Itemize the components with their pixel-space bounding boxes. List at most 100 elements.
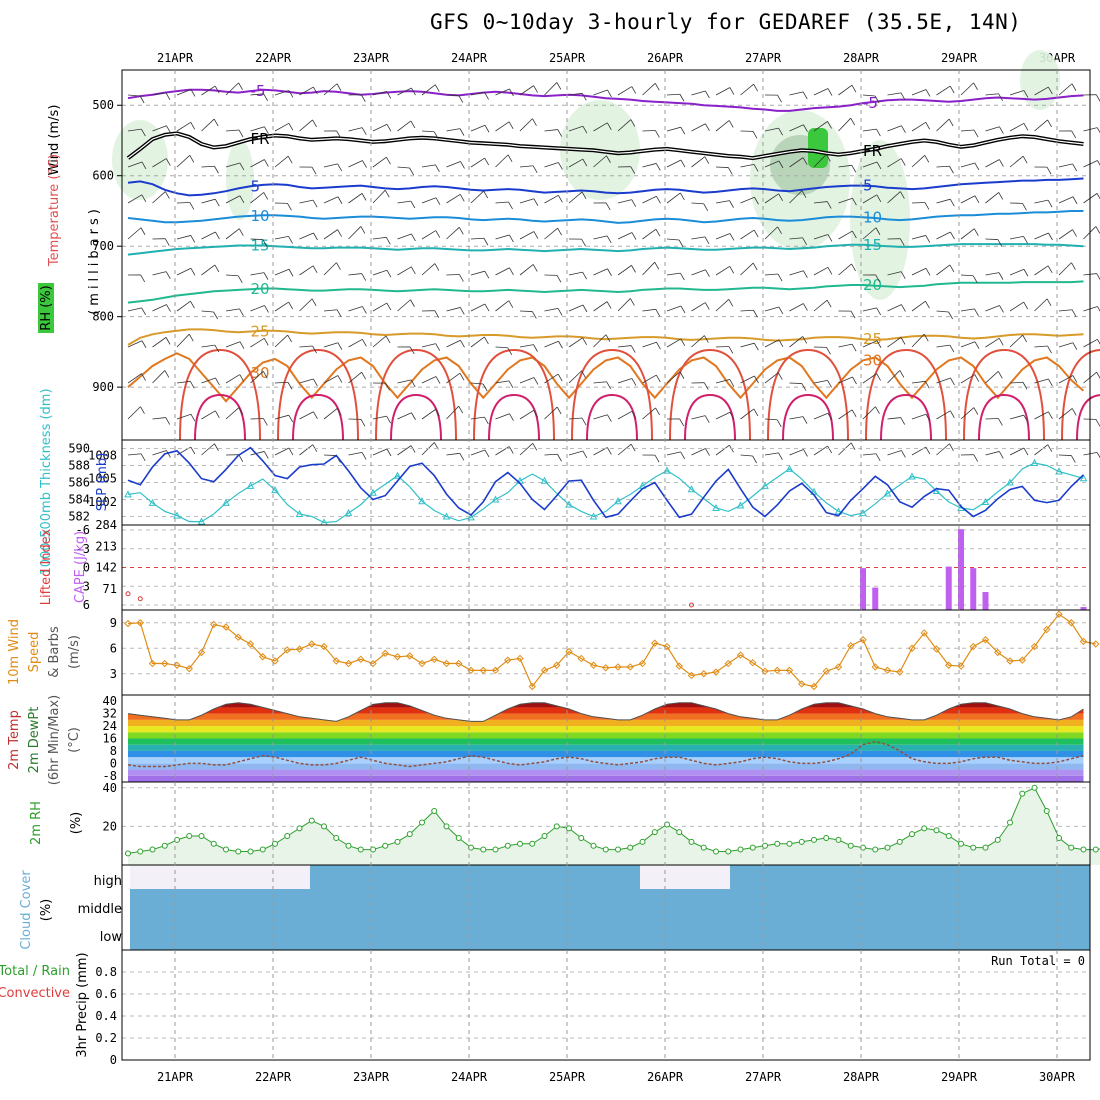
wind-barb	[397, 166, 410, 169]
wind-barb-flag	[752, 262, 758, 271]
wind10-point	[749, 658, 757, 667]
wind-barb	[789, 382, 802, 384]
wind-barb-flag	[704, 415, 710, 423]
wind-barb-flag	[532, 165, 538, 173]
wind-barb-flag	[630, 166, 636, 174]
rh-point	[786, 840, 793, 847]
wind-barb-flag	[263, 93, 269, 101]
wind-barb	[323, 309, 338, 312]
wind-barb	[201, 264, 216, 276]
wind-barb-flag	[1096, 452, 1100, 459]
rh-point	[1080, 846, 1087, 853]
isotherm-40	[194, 393, 246, 441]
wind-barb-flag	[458, 95, 464, 103]
wind-barb-flag	[190, 268, 196, 276]
wind10-point	[638, 659, 647, 668]
thickness-point	[785, 464, 794, 472]
wind10-point	[259, 653, 267, 661]
wind-barb-flag	[631, 265, 636, 273]
wind-barb-flag	[655, 309, 661, 317]
rh-tick-label: 20	[103, 819, 117, 833]
wind-barb-flag	[1071, 309, 1077, 317]
wind-barb-flag	[141, 340, 147, 348]
wind-barb	[495, 234, 510, 240]
rh-point	[835, 836, 842, 843]
cape-bar	[860, 568, 866, 610]
wind10-point	[981, 636, 990, 644]
wind-barb-flag	[925, 122, 931, 130]
wind-barb-flag	[582, 304, 588, 313]
wind-barb-flag	[288, 414, 294, 423]
wind10-point	[210, 620, 218, 629]
wind-barb-flag	[337, 196, 343, 204]
wind-barb	[470, 270, 485, 276]
wind-barb-flag	[435, 343, 441, 351]
wind-barb	[838, 376, 853, 384]
wind-barb	[348, 371, 362, 384]
wind-barb	[740, 229, 755, 240]
wind-barb-flag	[164, 370, 170, 378]
wind-barb-flag	[1047, 199, 1053, 208]
wind-barb	[176, 89, 192, 96]
wind10-point	[589, 661, 598, 669]
wind10-point	[528, 682, 536, 691]
wind-barb-flag	[606, 122, 612, 131]
wind-barb-flag	[998, 418, 1003, 426]
rh-point	[198, 833, 205, 840]
wind-barb-flag	[1048, 232, 1053, 241]
wind-barb-flag	[264, 305, 269, 313]
cape-tick-label: 142	[95, 561, 117, 575]
wind-barb-flag	[532, 443, 538, 451]
wind10-point	[945, 661, 953, 669]
wind-barb	[715, 346, 729, 348]
wind-barb	[887, 158, 902, 168]
wind10-point	[1092, 640, 1100, 648]
wind-barb-flag	[777, 372, 783, 380]
wind-barb-flag	[948, 118, 954, 127]
wind-barb	[862, 227, 877, 240]
wind-barb-flag	[851, 165, 857, 173]
wind-barb-flag	[509, 267, 514, 275]
wind-barb-flag	[386, 448, 392, 457]
wind-barb	[1034, 232, 1049, 240]
wind-barb-flag	[754, 197, 759, 205]
rh-ylabel-unit: (%)	[69, 812, 84, 835]
rh-point	[406, 831, 413, 838]
wind-barb	[911, 202, 925, 204]
wind-barb	[544, 406, 558, 420]
wind-barb-flag	[606, 155, 611, 163]
wind-barb-flag	[263, 272, 269, 280]
wind-barb	[985, 126, 1000, 132]
wind-barb-flag	[607, 414, 612, 422]
wind-barb	[568, 191, 583, 204]
wind-barb	[250, 272, 265, 276]
wind-barb	[495, 201, 509, 204]
wind-barb-flag	[827, 445, 833, 454]
rh-point	[382, 842, 389, 849]
wind-barb-flag	[1022, 382, 1028, 390]
wind-barb-flag	[238, 129, 244, 138]
wind10-ylabel: (m/s)	[67, 635, 82, 669]
wind-barb-flag	[631, 378, 637, 386]
wind-barb	[299, 378, 314, 384]
wind-barb	[593, 301, 608, 312]
wind-barb-flag	[656, 342, 661, 350]
wind-barb	[813, 266, 829, 276]
wind-barb	[250, 126, 265, 132]
wind-barb-flag	[140, 406, 145, 414]
slp-line	[127, 446, 1085, 519]
wind-barb	[127, 128, 142, 132]
wind-barb-flag	[900, 337, 906, 345]
wind-barb-flag	[435, 409, 440, 417]
rh-point	[529, 840, 536, 847]
wind-barb	[127, 227, 142, 240]
wind-barb-flag	[533, 231, 539, 239]
rh-point	[774, 840, 781, 847]
wind-barb	[985, 192, 999, 204]
rh-point	[909, 831, 915, 838]
wind-barb	[838, 263, 852, 276]
wind-barb	[1034, 444, 1049, 456]
wind-barb	[372, 302, 388, 312]
wind-barb	[862, 373, 877, 384]
wind-barb-flag	[1072, 342, 1078, 350]
